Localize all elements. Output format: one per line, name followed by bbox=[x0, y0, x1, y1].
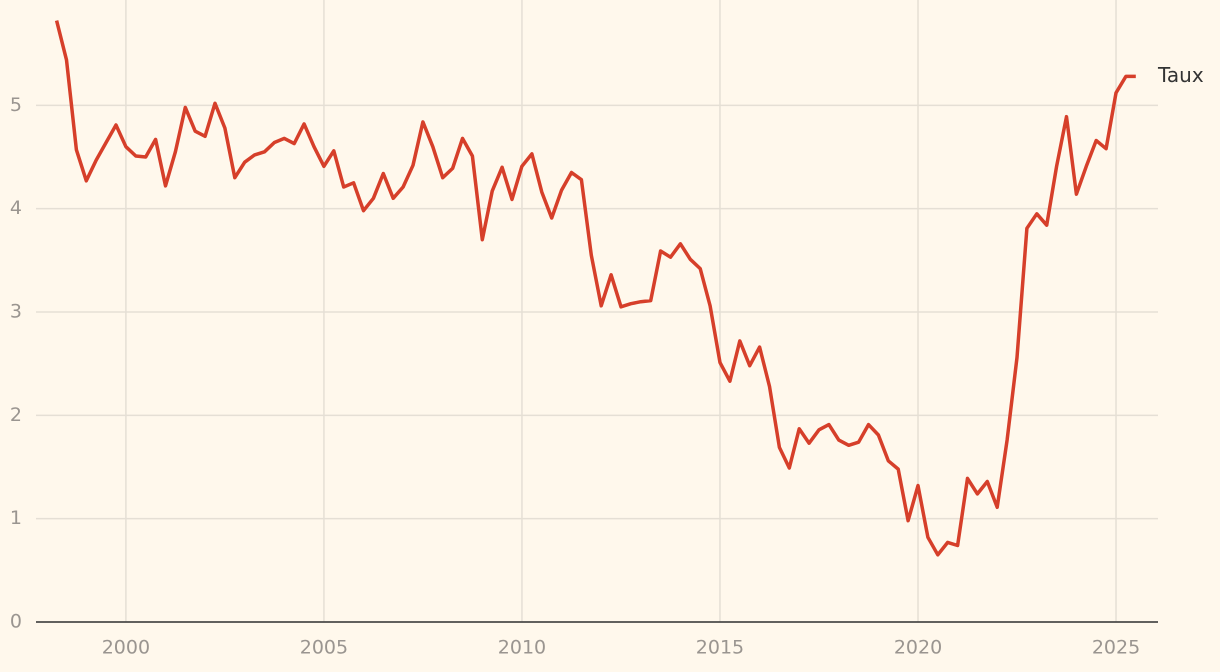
y-tick-label: 2 bbox=[10, 404, 22, 426]
y-tick-label: 1 bbox=[10, 507, 22, 529]
legend-label: Taux bbox=[1157, 63, 1204, 87]
x-tick-label: 2010 bbox=[498, 637, 546, 659]
y-tick-label: 4 bbox=[10, 197, 22, 219]
y-tick-label: 0 bbox=[10, 611, 22, 633]
line bbox=[54, 20, 1136, 557]
y-tick-label: 5 bbox=[10, 94, 22, 116]
x-tick-label: 2000 bbox=[102, 637, 150, 659]
x-tick-label: 2020 bbox=[894, 637, 942, 659]
x-tick-label: 2015 bbox=[696, 637, 744, 659]
x-tick-label: 2005 bbox=[300, 637, 348, 659]
y-tick-label: 3 bbox=[10, 301, 22, 323]
x-tick-label: 2025 bbox=[1092, 637, 1140, 659]
